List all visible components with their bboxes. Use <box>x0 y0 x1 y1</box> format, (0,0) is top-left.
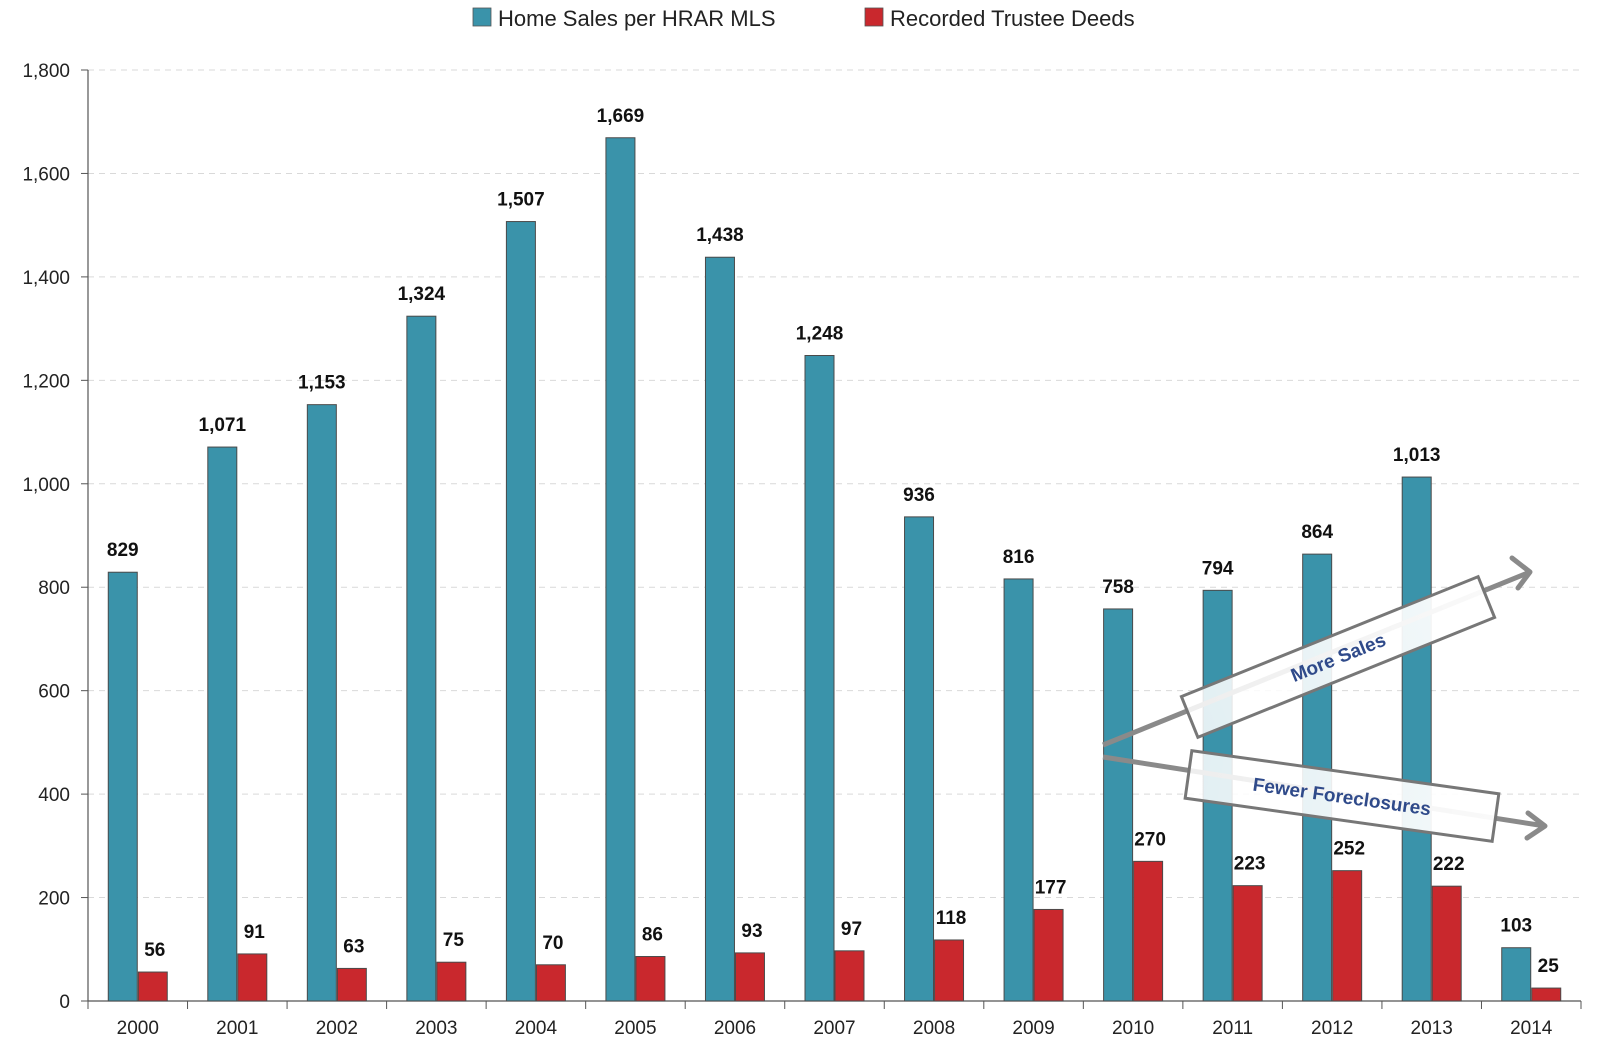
x-tick-label: 2011 <box>1212 1018 1253 1039</box>
x-tick-label: 2006 <box>714 1018 756 1039</box>
bar-home-sales <box>207 446 238 1002</box>
data-label-trustee-deeds: 177 <box>1035 877 1067 898</box>
bar-trustee-deeds <box>1133 860 1164 1002</box>
bar-trustee-deeds <box>1232 885 1263 1002</box>
data-label-trustee-deeds: 97 <box>841 919 862 940</box>
data-label-home-sales: 1,248 <box>796 324 844 345</box>
bar-home-sales <box>1401 476 1432 1002</box>
x-tick-label: 2014 <box>1510 1018 1553 1039</box>
x-tick-label: 2004 <box>515 1018 558 1039</box>
bar-home-sales <box>904 516 935 1002</box>
bar-trustee-deeds <box>734 952 765 1002</box>
x-tick-label: 2009 <box>1012 1018 1054 1039</box>
bar-home-sales <box>605 137 636 1002</box>
data-label-home-sales: 936 <box>903 485 935 506</box>
data-labels: 829 1,071 1,153 1,324 1,507 1,669 1,438 1,248 93… <box>107 106 1559 977</box>
bar-trustee-deeds <box>436 961 467 1002</box>
bar-trustee-deeds <box>934 939 965 1002</box>
bar-trustee-deeds <box>1531 987 1562 1002</box>
data-label-trustee-deeds: 223 <box>1234 854 1266 875</box>
data-label-home-sales: 1,013 <box>1393 445 1441 466</box>
data-label-home-sales: 1,324 <box>398 284 446 305</box>
legend-label-home-sales: Home Sales per HRAR MLS <box>498 6 776 31</box>
bar-trustee-deeds <box>1332 870 1363 1002</box>
y-tick-label: 1,200 <box>22 371 70 392</box>
x-tick-label: 2000 <box>117 1018 159 1039</box>
data-label-trustee-deeds: 63 <box>343 936 364 957</box>
data-label-trustee-deeds: 25 <box>1538 956 1560 977</box>
bar-home-sales <box>107 571 138 1002</box>
y-tick-label: 1,600 <box>22 164 70 185</box>
x-tick-label: 2013 <box>1411 1018 1453 1039</box>
x-tick-label: 2010 <box>1112 1018 1154 1039</box>
data-label-trustee-deeds: 56 <box>144 940 165 961</box>
data-label-home-sales: 794 <box>1202 558 1234 579</box>
y-tick-label: 600 <box>38 682 70 703</box>
bar-home-sales <box>704 256 735 1002</box>
data-label-trustee-deeds: 252 <box>1333 839 1365 860</box>
more-sales-box <box>1179 574 1497 740</box>
data-label-home-sales: 758 <box>1102 577 1134 598</box>
data-label-trustee-deeds: 222 <box>1433 854 1465 875</box>
y-tick-label: 1,400 <box>22 268 70 289</box>
data-label-trustee-deeds: 70 <box>542 933 563 954</box>
data-label-home-sales: 103 <box>1500 916 1532 937</box>
data-label-home-sales: 1,669 <box>597 106 645 127</box>
bar-trustee-deeds <box>1033 908 1064 1002</box>
legend: Home Sales per HRAR MLS Recorded Trustee… <box>472 6 1135 31</box>
bar-home-sales <box>406 315 437 1002</box>
bar-trustee-deeds <box>237 953 268 1002</box>
data-label-trustee-deeds: 86 <box>642 925 663 946</box>
x-tick-label: 2008 <box>913 1018 955 1039</box>
x-tick-label: 2003 <box>415 1018 457 1039</box>
legend-label-trustee-deeds: Recorded Trustee Deeds <box>890 6 1135 31</box>
bar-home-sales <box>1501 947 1532 1002</box>
bar-trustee-deeds <box>137 971 168 1002</box>
data-label-home-sales: 816 <box>1003 547 1035 568</box>
y-tick-label: 800 <box>38 578 70 599</box>
data-label-trustee-deeds: 118 <box>936 908 967 929</box>
y-tick-label: 1,000 <box>22 475 70 496</box>
bar-home-sales <box>1103 608 1134 1002</box>
fewer-foreclosures-arrowhead <box>1524 810 1548 841</box>
bar-trustee-deeds <box>336 967 367 1002</box>
fewer-foreclosures-annotation: Fewer Foreclosures <box>1102 748 1548 844</box>
data-label-home-sales: 829 <box>107 540 139 561</box>
data-label-trustee-deeds: 93 <box>741 921 762 942</box>
x-tick-label: 2005 <box>614 1018 656 1039</box>
x-tick-label: 2012 <box>1311 1018 1353 1039</box>
y-tick-label: 0 <box>59 992 70 1013</box>
data-label-home-sales: 1,071 <box>199 415 247 436</box>
data-label-home-sales: 1,153 <box>298 373 346 394</box>
legend-swatch-home-sales <box>472 7 492 27</box>
bar-home-sales <box>804 355 835 1002</box>
x-tick-label: 2007 <box>813 1018 855 1039</box>
y-tick-label: 200 <box>38 889 70 910</box>
y-tick-label: 400 <box>38 785 70 806</box>
y-tick-label: 1,800 <box>22 61 70 82</box>
data-label-trustee-deeds: 75 <box>443 930 465 951</box>
x-tick-label: 2001 <box>216 1018 258 1039</box>
bar-trustee-deeds <box>1431 885 1462 1002</box>
bar-trustee-deeds <box>535 964 566 1002</box>
data-label-home-sales: 864 <box>1301 522 1333 543</box>
bar-home-sales <box>1003 578 1034 1002</box>
bar-trustee-deeds <box>834 950 865 1002</box>
data-label-trustee-deeds: 270 <box>1134 829 1166 850</box>
legend-swatch-trustee-deeds <box>864 7 884 27</box>
bars <box>107 137 1562 1002</box>
data-label-home-sales: 1,507 <box>497 190 545 211</box>
fewer-foreclosures-box <box>1183 748 1501 844</box>
more-sales-arrowhead <box>1509 555 1533 591</box>
bar-trustee-deeds <box>635 956 666 1002</box>
bar-home-sales <box>306 404 337 1002</box>
data-label-home-sales: 1,438 <box>696 225 744 246</box>
data-label-trustee-deeds: 91 <box>244 922 266 943</box>
bar-home-sales <box>505 221 536 1002</box>
x-tick-label: 2002 <box>316 1018 358 1039</box>
